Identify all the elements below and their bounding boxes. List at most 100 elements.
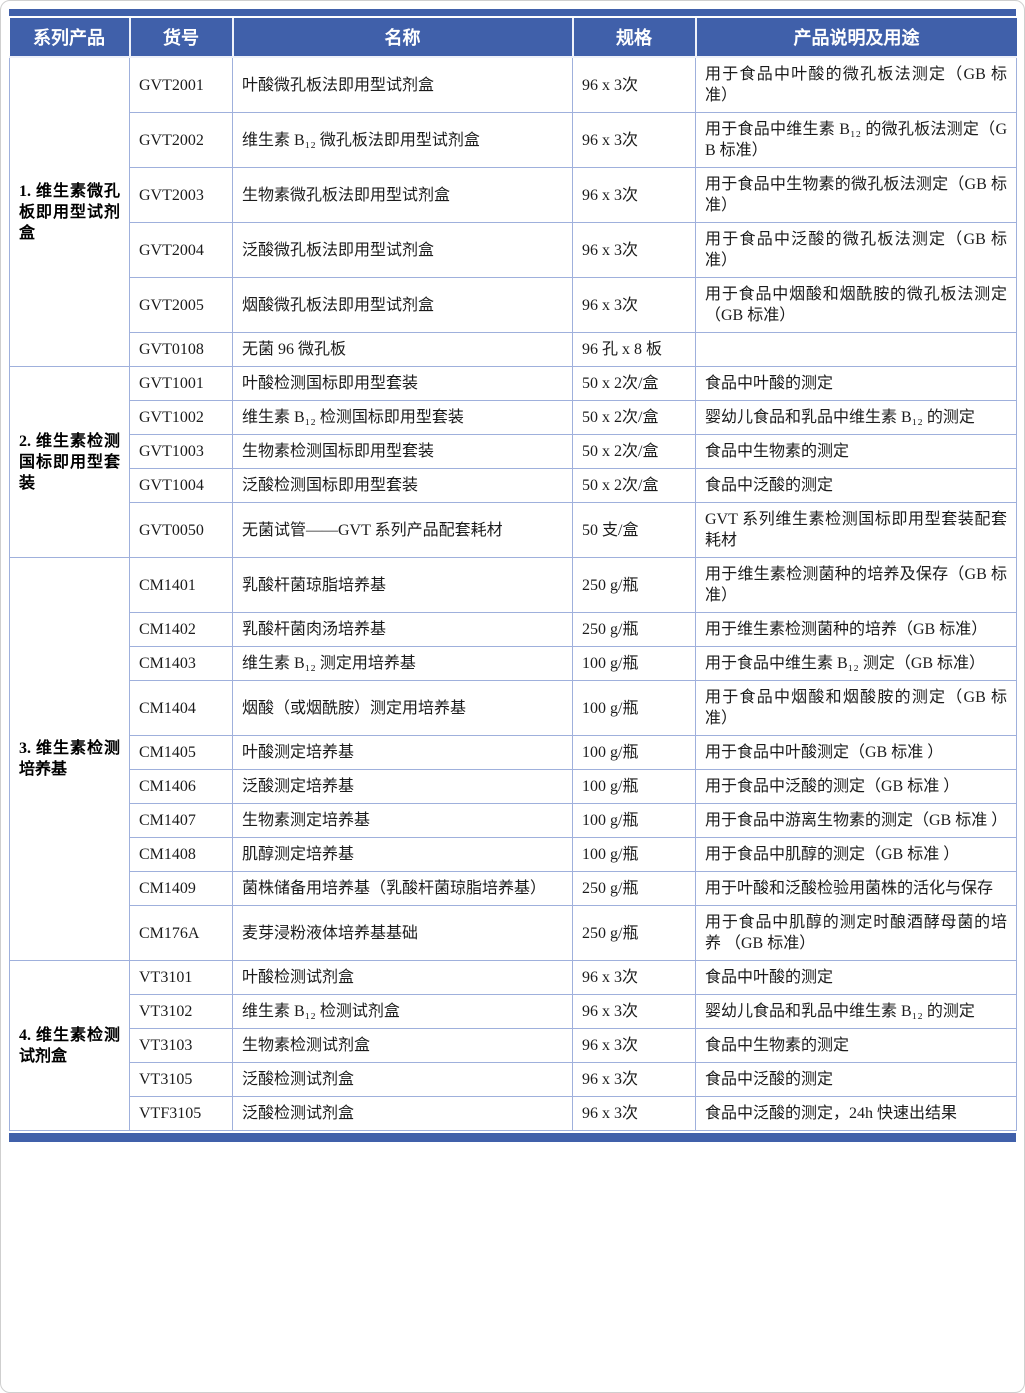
top-accent-bar bbox=[9, 9, 1016, 16]
table-row: CM1406 泛酸测定培养基 100 g/瓶 用于食品中泛酸的测定（GB 标准 ） bbox=[10, 769, 1017, 804]
product-name-cell: 叶酸检测试剂盒 bbox=[232, 960, 573, 995]
description-cell: 用于维生素检测菌种的培养及保存（GB 标准） bbox=[695, 557, 1017, 613]
description-cell: 用于食品中生物素的微孔板法测定（GB 标准） bbox=[695, 167, 1017, 223]
description-cell: 用于食品中叶酸的微孔板法测定（GB 标准） bbox=[695, 56, 1017, 113]
table-row: CM1402 乳酸杆菌肉汤培养基 250 g/瓶 用于维生素检测菌种的培养（GB 标准… bbox=[10, 612, 1017, 647]
spec-cell: 250 g/瓶 bbox=[572, 905, 696, 961]
catalog-number-cell: GVT2002 bbox=[129, 112, 233, 168]
spec-cell: 250 g/瓶 bbox=[572, 612, 696, 647]
product-name-cell: 维生素 B₁₂ 测定用培养基 bbox=[232, 646, 573, 681]
header-description: 产品说明及用途 bbox=[695, 18, 1017, 58]
header-series: 系列产品 bbox=[9, 18, 131, 58]
series-group-label: 3. 维生素检测培养基 bbox=[9, 557, 130, 961]
spec-cell: 96 x 3次 bbox=[572, 1062, 696, 1097]
product-table: 系列产品 货号 名称 规格 产品说明及用途 1. 维生素微孔板即用型试剂盒 GVT… bbox=[9, 18, 1017, 1131]
table-row: CM1403 维生素 B₁₂ 测定用培养基 100 g/瓶 用于食品中维生素 B₁₂ … bbox=[10, 646, 1017, 681]
product-name-cell: 乳酸杆菌琼脂培养基 bbox=[232, 557, 573, 613]
description-cell: 食品中泛酸的测定 bbox=[695, 1062, 1017, 1097]
description-cell: GVT 系列维生素检测国标即用型套装配套耗材 bbox=[695, 502, 1017, 558]
catalog-number-cell: GVT0108 bbox=[129, 332, 233, 367]
table-row: VT3102 维生素 B₁₂ 检测试剂盒 96 x 3次 婴幼儿食品和乳品中维生素 B… bbox=[10, 994, 1017, 1029]
description-cell: 用于食品中烟酸和烟酸胺的测定（GB 标准） bbox=[695, 680, 1017, 736]
spec-cell: 50 支/盒 bbox=[572, 502, 696, 558]
catalog-number-cell: CM1409 bbox=[129, 871, 233, 906]
catalog-number-cell: VT3103 bbox=[129, 1028, 233, 1063]
product-name-cell: 叶酸检测国标即用型套装 bbox=[232, 366, 573, 401]
product-name-cell: 生物素检测试剂盒 bbox=[232, 1028, 573, 1063]
table-row: GVT1002 维生素 B₁₂ 检测国标即用型套装 50 x 2次/盒 婴幼儿食品和乳… bbox=[10, 400, 1017, 435]
spec-cell: 50 x 2次/盒 bbox=[572, 468, 696, 503]
product-name-cell: 肌醇测定培养基 bbox=[232, 837, 573, 872]
description-cell: 婴幼儿食品和乳品中维生素 B₁₂ 的测定 bbox=[695, 400, 1017, 435]
description-cell: 用于食品中维生素 B₁₂ 测定（GB 标准） bbox=[695, 646, 1017, 681]
product-name-cell: 泛酸检测试剂盒 bbox=[232, 1062, 573, 1097]
header-spec: 规格 bbox=[572, 18, 697, 58]
table-row: CM1405 叶酸测定培养基 100 g/瓶 用于食品中叶酸测定（GB 标准 ） bbox=[10, 735, 1017, 770]
series-group-label: 2. 维生素检测国标即用型套装 bbox=[9, 366, 130, 558]
table-row: GVT2003 生物素微孔板法即用型试剂盒 96 x 3次 用于食品中生物素的微孔板法… bbox=[10, 167, 1017, 223]
product-name-cell: 无菌试管——GVT 系列产品配套耗材 bbox=[232, 502, 573, 558]
table-body: 1. 维生素微孔板即用型试剂盒 GVT2001 叶酸微孔板法即用型试剂盒 96 x 3… bbox=[9, 56, 1017, 1131]
spec-cell: 100 g/瓶 bbox=[572, 769, 696, 804]
product-name-cell: 维生素 B₁₂ 微孔板法即用型试剂盒 bbox=[232, 112, 573, 168]
description-cell: 用于维生素检测菌种的培养（GB 标准） bbox=[695, 612, 1017, 647]
spec-cell: 250 g/瓶 bbox=[572, 557, 696, 613]
catalog-number-cell: GVT1001 bbox=[129, 366, 233, 401]
spec-cell: 96 孔 x 8 板 bbox=[572, 332, 696, 367]
table-row: GVT2005 烟酸微孔板法即用型试剂盒 96 x 3次 用于食品中烟酸和烟酰胺的微孔… bbox=[10, 277, 1017, 333]
product-name-cell: 泛酸微孔板法即用型试剂盒 bbox=[232, 222, 573, 278]
product-name-cell: 菌株储备用培养基（乳酸杆菌琼脂培养基） bbox=[232, 871, 573, 906]
catalog-number-cell: VT3102 bbox=[129, 994, 233, 1029]
table-row: GVT2002 维生素 B₁₂ 微孔板法即用型试剂盒 96 x 3次 用于食品中维生素… bbox=[10, 112, 1017, 168]
table-row: 1. 维生素微孔板即用型试剂盒 GVT2001 叶酸微孔板法即用型试剂盒 96 x 3… bbox=[9, 56, 1017, 367]
description-cell: 用于叶酸和泛酸检验用菌株的活化与保存 bbox=[695, 871, 1017, 906]
header-row: 系列产品 货号 名称 规格 产品说明及用途 bbox=[9, 18, 1017, 58]
catalog-number-cell: CM1405 bbox=[129, 735, 233, 770]
table-row: CM176A 麦芽浸粉液体培养基基础 250 g/瓶 用于食品中肌醇的测定时酿酒酵母菌… bbox=[10, 905, 1017, 961]
product-name-cell: 泛酸测定培养基 bbox=[232, 769, 573, 804]
description-cell: 食品中生物素的测定 bbox=[695, 1028, 1017, 1063]
catalog-number-cell: GVT1003 bbox=[129, 434, 233, 469]
product-name-cell: 泛酸检测国标即用型套装 bbox=[232, 468, 573, 503]
catalog-number-cell: VTF3105 bbox=[129, 1096, 233, 1131]
description-cell: 用于食品中泛酸的测定（GB 标准 ） bbox=[695, 769, 1017, 804]
table-row: CM1404 烟酸（或烟酰胺）测定用培养基 100 g/瓶 用于食品中烟酸和烟酸胺的测… bbox=[10, 680, 1017, 736]
catalog-number-cell: GVT1004 bbox=[129, 468, 233, 503]
product-name-cell: 泛酸检测试剂盒 bbox=[232, 1096, 573, 1131]
table-header: 系列产品 货号 名称 规格 产品说明及用途 bbox=[9, 18, 1017, 58]
table-row: CM1408 肌醇测定培养基 100 g/瓶 用于食品中肌醇的测定（GB 标准 ） bbox=[10, 837, 1017, 872]
spec-cell: 96 x 3次 bbox=[572, 56, 696, 113]
product-name-cell: 叶酸微孔板法即用型试剂盒 bbox=[232, 56, 573, 113]
spec-cell: 96 x 3次 bbox=[572, 960, 696, 995]
description-cell: 用于食品中烟酸和烟酰胺的微孔板法测定（GB 标准） bbox=[695, 277, 1017, 333]
spec-cell: 100 g/瓶 bbox=[572, 735, 696, 770]
product-name-cell: 烟酸（或烟酰胺）测定用培养基 bbox=[232, 680, 573, 736]
catalog-number-cell: CM1403 bbox=[129, 646, 233, 681]
spec-cell: 50 x 2次/盒 bbox=[572, 366, 696, 401]
spec-cell: 50 x 2次/盒 bbox=[572, 434, 696, 469]
catalog-number-cell: GVT2005 bbox=[129, 277, 233, 333]
series-group-label: 1. 维生素微孔板即用型试剂盒 bbox=[9, 56, 130, 367]
description-cell: 食品中叶酸的测定 bbox=[695, 960, 1017, 995]
spec-cell: 96 x 3次 bbox=[572, 1028, 696, 1063]
catalog-number-cell: GVT2003 bbox=[129, 167, 233, 223]
catalog-number-cell: CM176A bbox=[129, 905, 233, 961]
catalog-number-cell: GVT2004 bbox=[129, 222, 233, 278]
product-name-cell: 生物素测定培养基 bbox=[232, 803, 573, 838]
catalog-number-cell: CM1406 bbox=[129, 769, 233, 804]
spec-cell: 96 x 3次 bbox=[572, 167, 696, 223]
spec-cell: 96 x 3次 bbox=[572, 277, 696, 333]
table-row: 3. 维生素检测培养基 CM1401 乳酸杆菌琼脂培养基 250 g/瓶 用于维生素检测… bbox=[9, 557, 1017, 961]
product-name-cell: 烟酸微孔板法即用型试剂盒 bbox=[232, 277, 573, 333]
catalog-number-cell: CM1407 bbox=[129, 803, 233, 838]
product-name-cell: 乳酸杆菌肉汤培养基 bbox=[232, 612, 573, 647]
product-name-cell: 生物素微孔板法即用型试剂盒 bbox=[232, 167, 573, 223]
spec-cell: 96 x 3次 bbox=[572, 112, 696, 168]
description-cell: 用于食品中叶酸测定（GB 标准 ） bbox=[695, 735, 1017, 770]
product-name-cell: 叶酸测定培养基 bbox=[232, 735, 573, 770]
catalog-number-cell: CM1401 bbox=[129, 557, 233, 613]
catalog-number-cell: CM1402 bbox=[129, 612, 233, 647]
spec-cell: 96 x 3次 bbox=[572, 1096, 696, 1131]
table-row: GVT0050 无菌试管——GVT 系列产品配套耗材 50 支/盒 GVT 系列维生素… bbox=[10, 502, 1017, 558]
